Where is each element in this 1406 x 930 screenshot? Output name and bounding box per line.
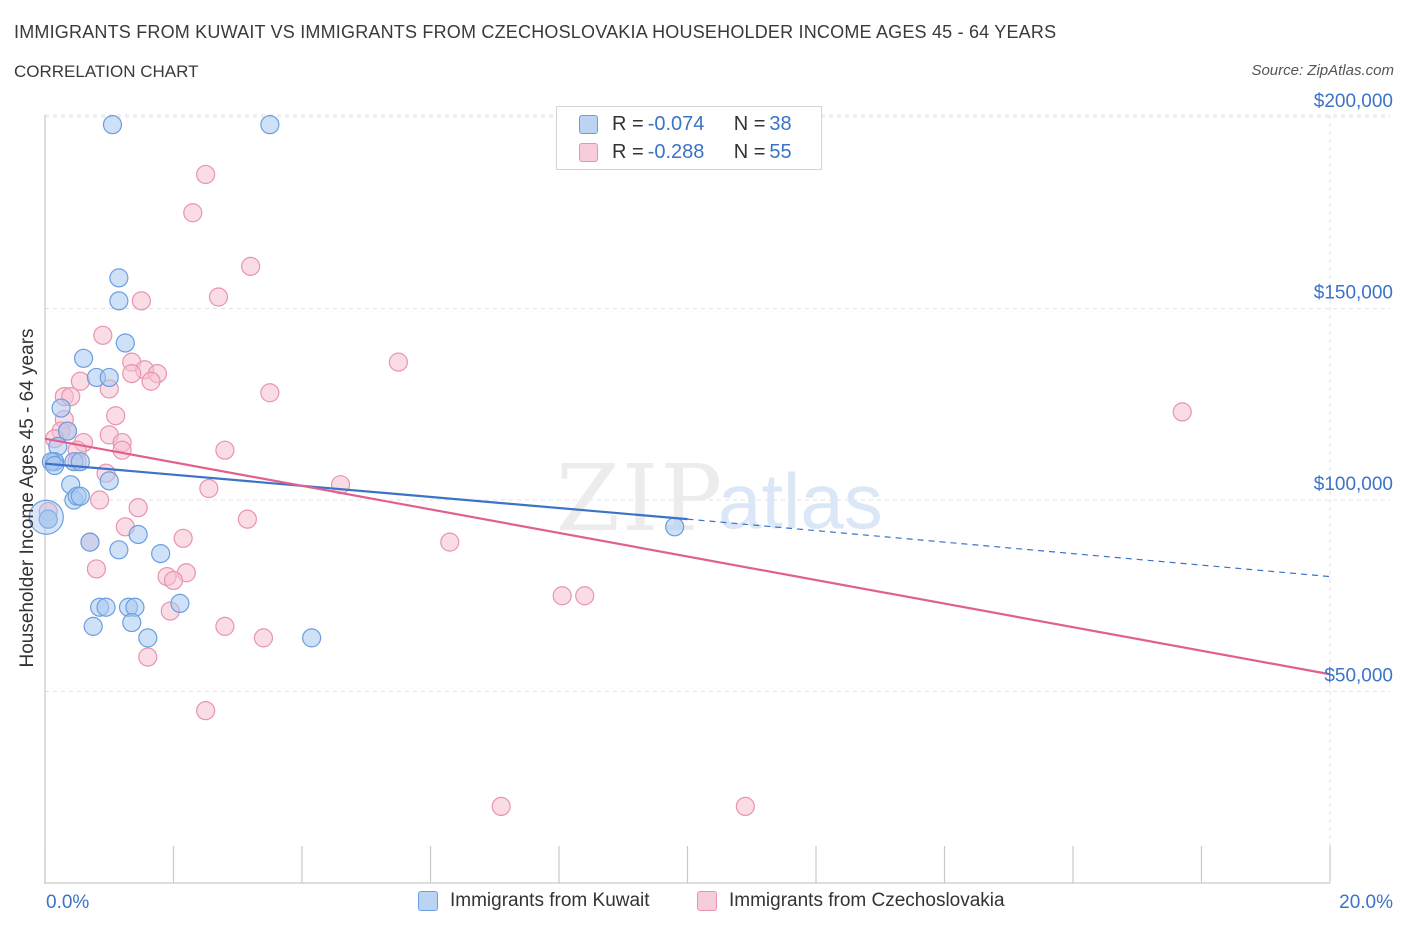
czechoslovakia-point — [260, 383, 280, 403]
czechoslovakia-point — [388, 352, 408, 372]
czechoslovakia-point — [86, 559, 107, 579]
czechoslovakia-point — [163, 570, 184, 591]
czechoslovakia-point — [215, 440, 235, 460]
kuwait-point — [96, 597, 116, 617]
y-tick-label: $100,000 — [1314, 474, 1393, 495]
kuwait-point — [80, 532, 100, 552]
kuwait-trend-line-extension — [687, 518, 1331, 578]
czechoslovakia-point — [112, 440, 132, 460]
stats-row-kuwait: R = -0.074 N = 38 — [579, 111, 792, 137]
kuwait-point — [70, 486, 90, 506]
czechoslovakia-swatch — [579, 142, 598, 162]
kuwait-point — [260, 115, 280, 135]
czechoslovakia-point — [122, 364, 142, 384]
czechoslovakia-point — [141, 371, 161, 391]
kuwait-point — [38, 509, 58, 529]
czechoslovakia-point — [491, 796, 511, 817]
r-value: -0.074 — [647, 112, 705, 135]
x-tick-label: 20.0% — [1339, 892, 1393, 913]
czechoslovakia-point — [208, 287, 229, 307]
kuwait-point — [115, 333, 135, 353]
czechoslovakia-point — [241, 256, 261, 276]
r-label: R = — [612, 112, 644, 135]
czechoslovakia-point — [106, 406, 126, 426]
czechoslovakia-point — [199, 478, 219, 499]
watermark-zip: ZIP — [556, 445, 724, 552]
axis-layer — [44, 115, 1331, 884]
r-value: -0.288 — [647, 140, 705, 163]
y-axis-label: Householder Income Ages 45 - 64 years — [17, 328, 38, 667]
n-label: N = — [733, 112, 766, 135]
czechoslovakia-point — [552, 586, 572, 606]
czechoslovakia-point — [70, 371, 90, 391]
kuwait-trend-line — [44, 462, 688, 521]
kuwait-point — [51, 398, 71, 418]
czechoslovakia-point — [253, 628, 274, 648]
n-value: 38 — [769, 112, 792, 135]
kuwait-point — [302, 628, 322, 648]
kuwait-point — [99, 367, 119, 388]
czechoslovakia-point — [90, 490, 110, 510]
r-label: R = — [612, 140, 644, 163]
kuwait-point — [151, 544, 171, 564]
czechoslovakia-trend-line — [44, 437, 1331, 676]
kuwait-point — [109, 268, 129, 288]
series-legend: Immigrants from Kuwait Immigrants from C… — [0, 890, 1406, 914]
y-tick-label: $50,000 — [1324, 666, 1393, 687]
czechoslovakia-point — [128, 498, 148, 518]
kuwait-point — [83, 616, 103, 636]
kuwait-swatch — [418, 891, 438, 911]
kuwait-point — [102, 115, 123, 135]
czechoslovakia-swatch — [697, 891, 717, 911]
czechoslovakia-point — [575, 586, 595, 606]
x-tick-label: 0.0% — [46, 892, 89, 913]
stats-row-czechoslovakia: R = -0.288 N = 55 — [579, 139, 792, 165]
czechoslovakia-point — [215, 616, 235, 636]
czechoslovakia-point — [440, 532, 460, 552]
y-tick-label: $200,000 — [1314, 91, 1393, 112]
watermark-atlas: atlas — [718, 457, 883, 545]
kuwait-point — [109, 540, 129, 560]
czechoslovakia-point — [196, 164, 216, 185]
kuwait-point — [57, 421, 78, 441]
kuwait-point — [665, 517, 685, 537]
kuwait-point — [122, 612, 142, 633]
kuwait-point — [99, 471, 119, 491]
kuwait-point — [73, 348, 94, 368]
legend-item-czechoslovakia[interactable]: Immigrants from Czechoslovakia — [697, 890, 1005, 912]
czechoslovakia-point — [1172, 402, 1192, 422]
legend-item-kuwait[interactable]: Immigrants from Kuwait — [418, 890, 650, 912]
kuwait-swatch — [579, 114, 598, 134]
czechoslovakia-point — [173, 528, 193, 548]
n-label: N = — [733, 140, 766, 163]
kuwait-point — [138, 628, 158, 648]
czechoslovakia-point — [131, 291, 151, 311]
stats-legend: R = -0.074 N = 38 R = -0.288 N = 55 — [556, 106, 822, 170]
czechoslovakia-point — [183, 203, 203, 223]
czechoslovakia-point — [237, 509, 257, 529]
n-value: 55 — [769, 140, 792, 163]
czechoslovakia-point — [138, 647, 158, 667]
source-label: Source: ZipAtlas.com — [1251, 62, 1394, 79]
trend-layer — [44, 437, 1331, 676]
chart-title: IMMIGRANTS FROM KUWAIT VS IMMIGRANTS FRO… — [14, 22, 1057, 42]
legend-label-czechoslovakia: Immigrants from Czechoslovakia — [729, 890, 1005, 911]
y-tick-label: $150,000 — [1314, 283, 1393, 304]
watermark: ZIP atlas — [556, 445, 883, 552]
kuwait-point-large — [28, 499, 64, 535]
kuwait-point — [128, 524, 148, 545]
chart-subtitle: CORRELATION CHART — [14, 62, 199, 81]
czechoslovakia-point — [735, 796, 755, 817]
labels-layer: $50,000 $100,000 $150,000 $200,000 0.0% 20.0%… — [17, 91, 1393, 913]
legend-label-kuwait: Immigrants from Kuwait — [450, 890, 650, 911]
kuwait-point — [170, 593, 190, 614]
kuwait-point — [109, 291, 129, 311]
czechoslovakia-point — [93, 325, 113, 345]
czechoslovakia-point — [196, 701, 216, 721]
